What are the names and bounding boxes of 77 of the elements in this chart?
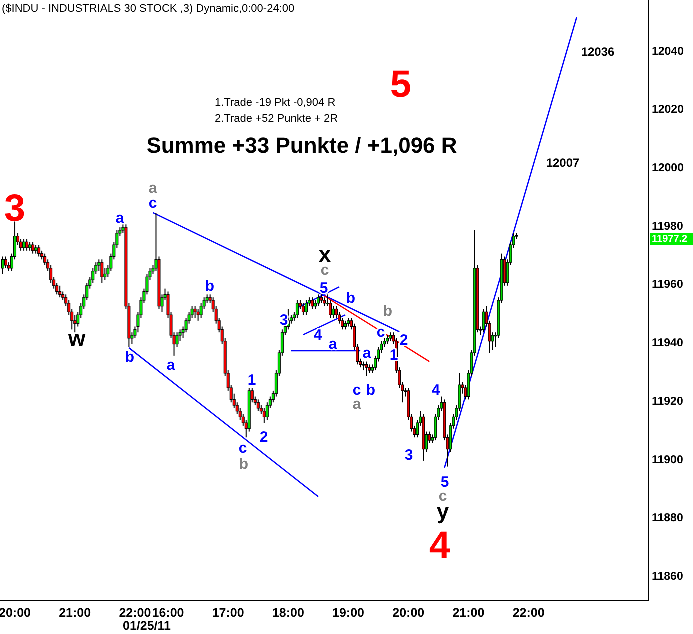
annotation: c <box>438 488 448 505</box>
annotation: c <box>148 195 158 212</box>
candlestick <box>4 256 8 269</box>
x-tick-label: 22:00 <box>119 606 152 620</box>
candlestick <box>26 238 29 252</box>
annotation: b <box>205 278 215 295</box>
annotation: 2 <box>400 332 408 349</box>
annotation: 3 <box>4 188 26 230</box>
annotation: c <box>238 440 248 457</box>
candlestick <box>316 294 320 307</box>
annotation: a <box>352 396 362 413</box>
x-tick-label: 16:00 <box>152 606 184 620</box>
candlestick <box>176 332 179 348</box>
annotation: w <box>67 326 86 351</box>
candlestick <box>365 361 368 377</box>
annotation: b <box>125 349 135 366</box>
annotation: a <box>362 345 372 362</box>
text: Summe +33 Punkte / +1,096 R <box>146 133 458 158</box>
annotation: b <box>383 303 393 320</box>
annotation: a <box>116 210 125 227</box>
candlestick <box>482 308 486 334</box>
annotation: b <box>239 456 249 473</box>
annotation: 3 <box>404 447 414 464</box>
annotation: 2 <box>260 429 268 446</box>
candlestick <box>38 244 41 258</box>
annotation: 12007 <box>546 156 580 170</box>
annotation: 4 <box>429 525 451 567</box>
x-tick-label: 21:00 <box>59 606 92 620</box>
candlestick <box>256 399 260 412</box>
x-tick-label: 17:00 <box>212 606 244 620</box>
annotation: 5 <box>440 474 450 491</box>
annotation: c <box>352 382 362 399</box>
candlestick <box>262 408 266 424</box>
x-tick-label: 20:00 <box>392 606 425 620</box>
y-tick-label: 12020 <box>652 104 684 116</box>
candlestick <box>304 300 308 316</box>
x-tick-label: 19:00 <box>332 606 365 620</box>
annotation: a <box>148 180 158 197</box>
y-tick-label: 11860 <box>652 570 684 583</box>
candlestick <box>32 242 35 254</box>
annotation: a <box>328 336 338 353</box>
candlestick <box>22 238 26 252</box>
annotation: 5 <box>320 280 328 297</box>
candlestick <box>310 297 314 310</box>
x-tick-label: 21:00 <box>452 606 485 620</box>
annotation: b <box>346 290 356 307</box>
annotation: a <box>166 357 176 374</box>
annotation: 4 <box>432 382 441 399</box>
y-tick-label: 11880 <box>652 512 684 525</box>
y-tick-label: 11980 <box>652 220 684 233</box>
candlestick <box>100 259 104 284</box>
candlestick <box>302 302 305 316</box>
candlestick <box>194 306 197 319</box>
x-tick-label: 22:00 <box>512 606 545 620</box>
y-tick-label: 12040 <box>652 46 684 58</box>
y-tick-label: 11940 <box>652 338 684 350</box>
annotation: 1 <box>248 372 256 389</box>
candlestick <box>296 300 299 319</box>
annotation: b <box>366 382 376 399</box>
chart-title: ($INDU - INDUSTRIALS 30 STOCK ,3) Dynamic,0:00-24:00 <box>2 3 295 15</box>
candlestick <box>196 308 200 322</box>
annotation: 5 <box>390 64 412 106</box>
y-tick-label: 11900 <box>652 454 684 466</box>
candlestick <box>332 306 336 319</box>
annotation: 1.Trade -19 Pkt -0,904 R <box>215 97 336 109</box>
y-tick-label: 11960 <box>652 279 684 292</box>
annotation: 3 <box>280 312 288 329</box>
y-tick-label: 12000 <box>652 162 684 175</box>
annotation: 4 <box>314 327 323 344</box>
annotation: 2.Trade +52 Punkte + 2R <box>215 113 338 125</box>
candlestick <box>58 285 62 298</box>
x-tick-label: 18:00 <box>272 606 304 620</box>
text: 01/25/11 <box>123 619 172 633</box>
y-tick-label: 11920 <box>652 396 684 408</box>
text: 11977.2 <box>652 234 688 245</box>
candlestick <box>2 256 5 275</box>
annotation: 12036 <box>581 45 616 59</box>
